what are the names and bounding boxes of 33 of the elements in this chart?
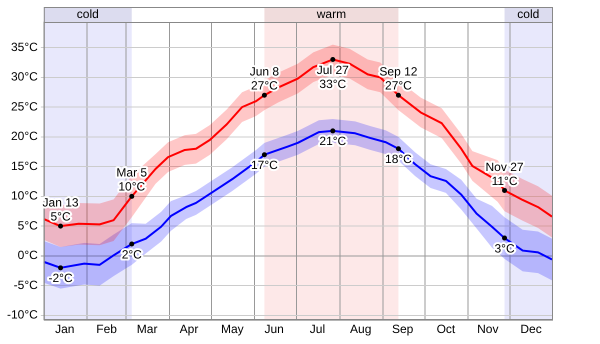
annotation: 2°C xyxy=(122,247,142,262)
annotation: 21°C xyxy=(319,134,347,148)
x-tick-label: Jan xyxy=(55,322,74,336)
annotation: Jun 8 27°C xyxy=(250,64,280,93)
y-tick-label: 30°C xyxy=(10,70,38,84)
annotation: Jan 13 5°C xyxy=(42,195,79,224)
y-tick-label: 20°C xyxy=(10,129,38,144)
y-tick-label: -5°C xyxy=(14,278,38,292)
y-tick-label: 5°C xyxy=(18,218,38,232)
x-tick-label: Apr xyxy=(180,322,198,336)
annotation: 3°C xyxy=(494,241,515,256)
annotation: Jul 27 33°C xyxy=(316,62,350,91)
annotation: 17°C xyxy=(250,158,278,172)
annotation: -2°C xyxy=(48,271,73,286)
x-tick-label: Feb xyxy=(96,322,118,336)
x-tick-label: Sep xyxy=(392,322,414,336)
y-tick-label: 10°C xyxy=(10,188,38,203)
x-tick-label: May xyxy=(220,322,244,336)
x-tick-label: Mar xyxy=(136,322,158,336)
y-tick-label: 0°C xyxy=(18,248,38,262)
band-label: warm xyxy=(316,6,346,21)
x-tick-label: Oct xyxy=(436,322,456,336)
band-label: cold xyxy=(76,6,99,21)
x-tick-label: Jun xyxy=(264,322,284,336)
x-tick-label: Aug xyxy=(350,322,372,336)
band-label: cold xyxy=(517,6,540,21)
y-tick-label: 35°C xyxy=(10,40,38,54)
x-tick-label: Dec xyxy=(520,322,542,336)
y-tick-label: -10°C xyxy=(6,308,38,322)
y-tick-label: 25°C xyxy=(10,99,38,114)
y-tick-label: 15°C xyxy=(10,158,38,173)
x-tick-label: Nov xyxy=(477,322,498,336)
x-tick-label: Jul xyxy=(310,322,326,336)
